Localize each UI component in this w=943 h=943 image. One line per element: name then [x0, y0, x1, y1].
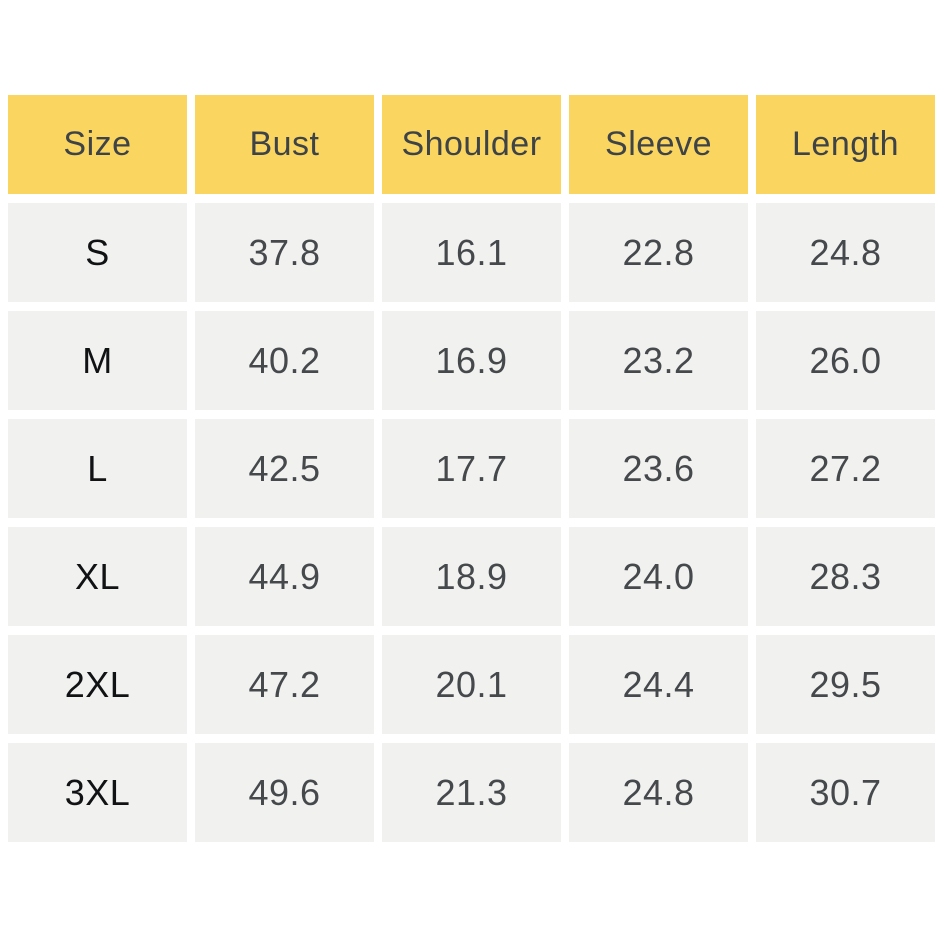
bust-cell: 47.2: [195, 635, 374, 734]
bust-cell: 49.6: [195, 743, 374, 842]
shoulder-cell: 18.9: [382, 527, 561, 626]
size-chart-table: Size Bust Shoulder Sleeve Length S 37.8 …: [8, 95, 935, 842]
sleeve-cell: 24.8: [569, 743, 748, 842]
length-cell: 30.7: [756, 743, 935, 842]
sleeve-cell: 24.0: [569, 527, 748, 626]
length-cell: 28.3: [756, 527, 935, 626]
bust-cell: 37.8: [195, 203, 374, 302]
size-cell: M: [8, 311, 187, 410]
size-cell: S: [8, 203, 187, 302]
length-cell: 29.5: [756, 635, 935, 734]
sleeve-cell: 23.2: [569, 311, 748, 410]
size-cell: 2XL: [8, 635, 187, 734]
shoulder-cell: 17.7: [382, 419, 561, 518]
size-cell: L: [8, 419, 187, 518]
size-cell: 3XL: [8, 743, 187, 842]
bust-cell: 40.2: [195, 311, 374, 410]
header-cell-bust: Bust: [195, 95, 374, 194]
header-cell-length: Length: [756, 95, 935, 194]
header-cell-shoulder: Shoulder: [382, 95, 561, 194]
size-chart: Size Bust Shoulder Sleeve Length S 37.8 …: [8, 95, 935, 842]
length-cell: 27.2: [756, 419, 935, 518]
sleeve-cell: 23.6: [569, 419, 748, 518]
length-cell: 26.0: [756, 311, 935, 410]
bust-cell: 42.5: [195, 419, 374, 518]
shoulder-cell: 16.1: [382, 203, 561, 302]
header-cell-sleeve: Sleeve: [569, 95, 748, 194]
shoulder-cell: 16.9: [382, 311, 561, 410]
shoulder-cell: 21.3: [382, 743, 561, 842]
header-cell-size: Size: [8, 95, 187, 194]
sleeve-cell: 24.4: [569, 635, 748, 734]
length-cell: 24.8: [756, 203, 935, 302]
size-cell: XL: [8, 527, 187, 626]
sleeve-cell: 22.8: [569, 203, 748, 302]
shoulder-cell: 20.1: [382, 635, 561, 734]
bust-cell: 44.9: [195, 527, 374, 626]
